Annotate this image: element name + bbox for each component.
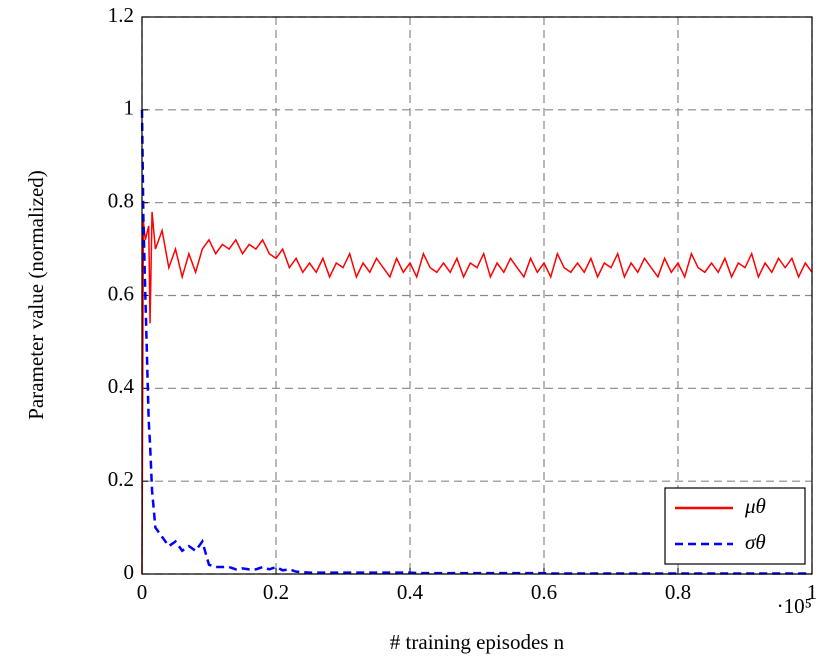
x-tick-label: 0.8 (665, 580, 691, 604)
y-axis-label: Parameter value (normalized) (24, 170, 48, 420)
x-tick-label: 0.6 (531, 580, 557, 604)
data-line (141, 211, 813, 575)
y-tick-label: 0.6 (108, 281, 134, 305)
y-tick-label: 1 (124, 96, 135, 120)
y-tick-label: 1.2 (108, 3, 134, 27)
y-tick-label: 0.4 (108, 374, 135, 398)
legend-box (664, 487, 806, 565)
x-tick-label: 0 (137, 580, 148, 604)
legend-label: σθ (745, 530, 766, 554)
x-multiplier: ·10⁵ (777, 594, 812, 618)
plot-frame (141, 16, 813, 575)
x-tick-label: 0.2 (263, 580, 289, 604)
y-tick-label: 0 (124, 560, 135, 584)
y-tick-label: 0.8 (108, 188, 134, 212)
y-tick-label: 0.2 (108, 467, 134, 491)
legend-label: μθ (744, 494, 766, 518)
x-axis-label: # training episodes n (390, 630, 565, 654)
x-tick-label: 1 (807, 580, 818, 604)
x-tick-label: 0.4 (397, 580, 424, 604)
